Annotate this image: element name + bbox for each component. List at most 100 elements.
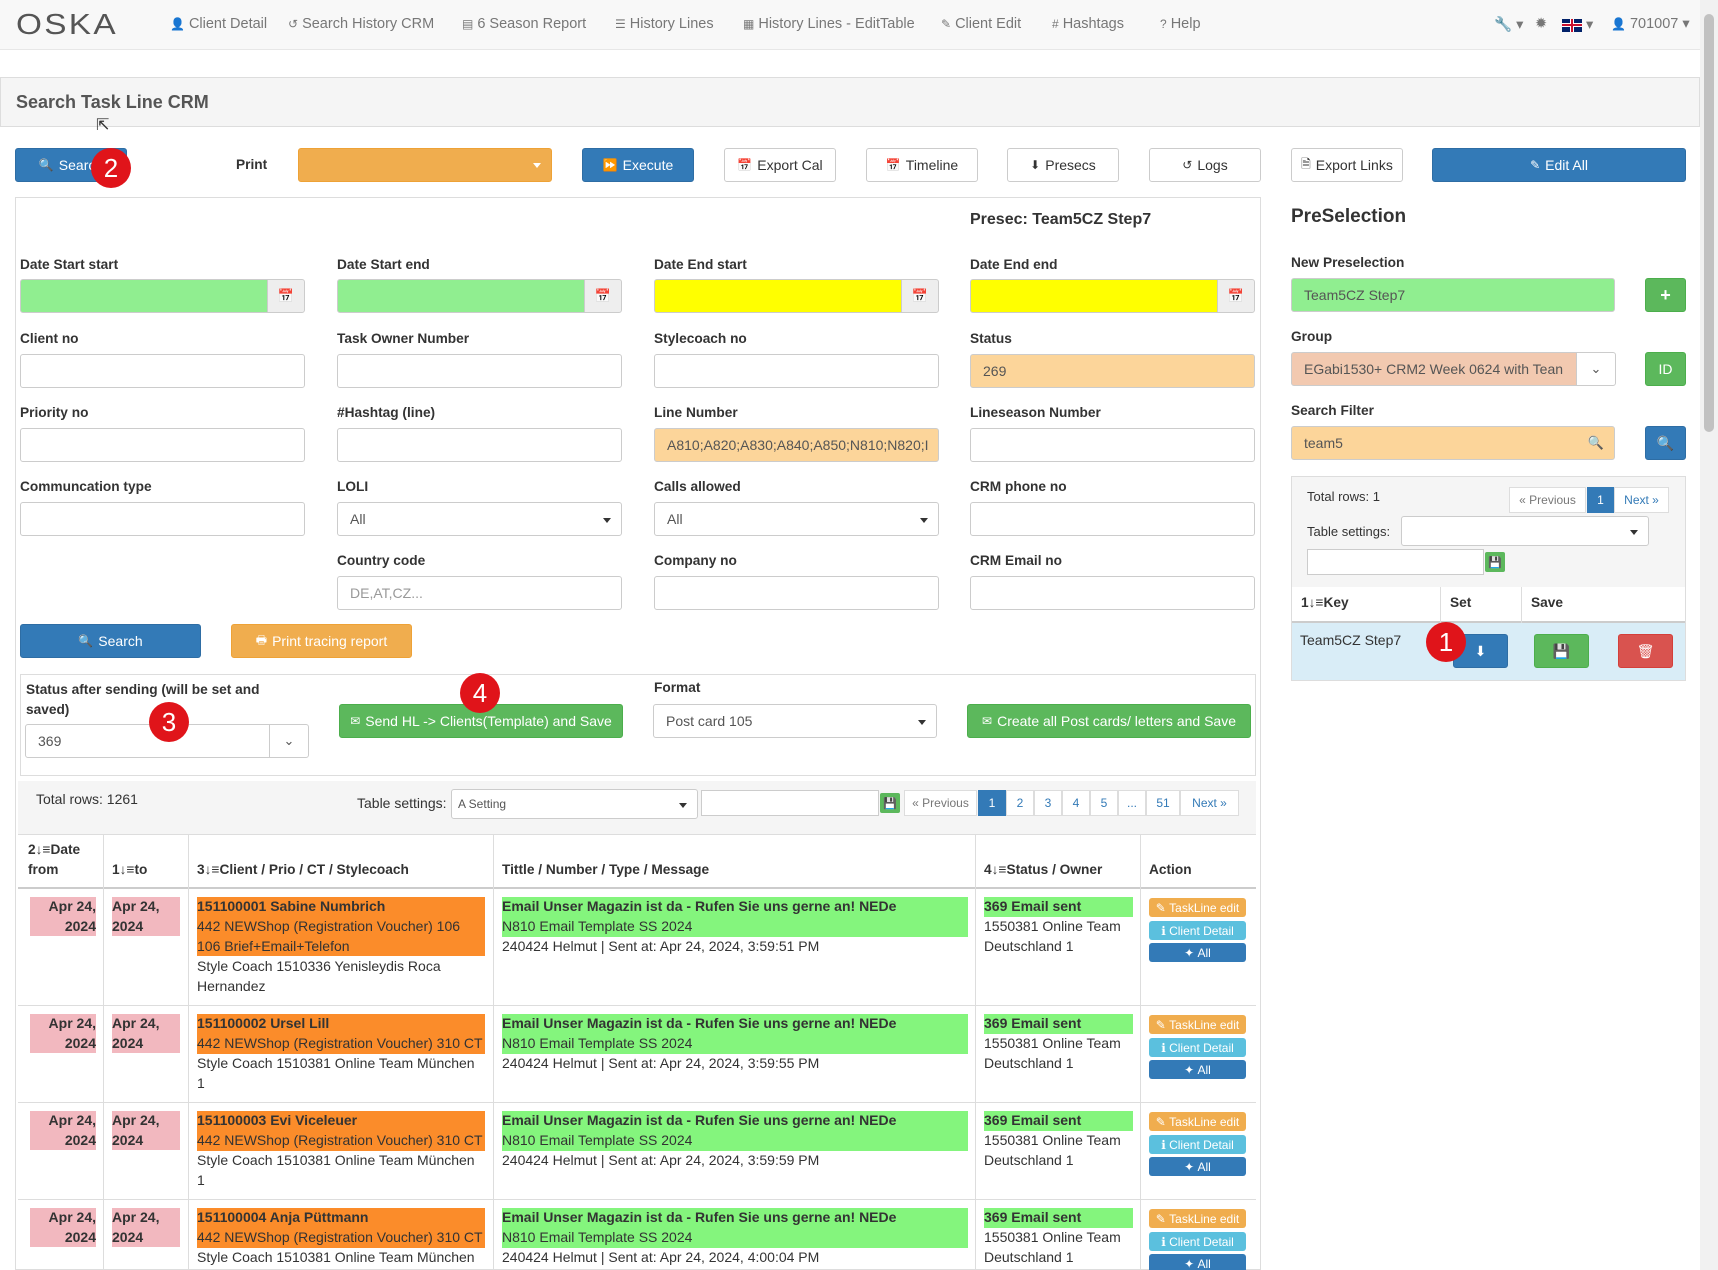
nav-history-lines-edittable[interactable]: ▦ History Lines - EditTable <box>743 16 915 32</box>
brand-logo[interactable]: OSKA <box>16 9 118 41</box>
nav-hashtags[interactable]: # Hashtags <box>1052 16 1124 32</box>
taskline-edit-button[interactable]: ✎ TaskLine edit <box>1149 1015 1246 1034</box>
pagination-page-5[interactable]: 5 <box>1090 790 1118 816</box>
logs-button[interactable]: ↺ Logs <box>1149 148 1261 182</box>
pagination-page-3[interactable]: 3 <box>1034 790 1062 816</box>
all-button[interactable]: ✦ All <box>1149 1060 1246 1079</box>
loli-select[interactable]: All <box>337 502 622 536</box>
language-menu[interactable]: ▾ <box>1562 17 1593 33</box>
print-select[interactable] <box>298 148 552 182</box>
execute-button[interactable]: ⏩ Execute <box>582 148 694 182</box>
tools-menu[interactable]: 🔧 ▾ <box>1494 16 1523 33</box>
nav-search-history-crm[interactable]: ↺ Search History CRM <box>288 16 435 32</box>
all-button[interactable]: ✦ All <box>1149 943 1246 962</box>
column-header-client[interactable]: 3↓≡Client / Prio / CT / Stylecoach <box>197 862 409 877</box>
client-detail-button[interactable]: ℹ Client Detail <box>1149 1038 1246 1057</box>
status-after-sending-input[interactable]: 369 <box>25 724 270 758</box>
calls-allowed-select[interactable]: All <box>654 502 939 536</box>
sent-cell: 240424 Helmut | Sent at: Apr 24, 2024, 3… <box>502 1152 820 1168</box>
column-header-to[interactable]: 1↓≡to <box>112 862 148 877</box>
crm-email-no-input[interactable] <box>970 576 1255 610</box>
table-settings-name-input[interactable] <box>701 790 879 816</box>
nav-client-detail[interactable]: 👤 Client Detail <box>170 16 268 32</box>
client-no-input[interactable] <box>20 354 305 388</box>
presecs-button[interactable]: ⬇ Presecs <box>1007 148 1119 182</box>
date-end-end-input[interactable] <box>970 279 1218 313</box>
timeline-button[interactable]: 📅 Timeline <box>866 148 978 182</box>
lineseason-number-input[interactable] <box>970 428 1255 462</box>
caret-down-icon <box>679 803 687 808</box>
table-settings-select[interactable]: A Setting <box>451 789 698 819</box>
preselection-settings-name-input[interactable] <box>1307 549 1484 575</box>
delete-preselection-button[interactable]: 🗑 <box>1618 634 1673 668</box>
print-tracing-report-button[interactable]: 🖶 Print tracing report <box>231 624 412 658</box>
task-owner-number-input[interactable] <box>337 354 622 388</box>
priority-no-input[interactable] <box>20 428 305 462</box>
client-detail-button[interactable]: ℹ Client Detail <box>1149 921 1246 940</box>
user-menu[interactable]: 👤 701007 ▾ <box>1611 16 1690 32</box>
preselection-previous[interactable]: « Previous <box>1509 487 1586 513</box>
date-start-end-input[interactable] <box>337 279 585 313</box>
scrollbar-thumb[interactable] <box>1704 14 1714 432</box>
crm-phone-no-input[interactable] <box>970 502 1255 536</box>
calendar-icon[interactable]: 📅 <box>901 279 939 313</box>
date-end-start-input[interactable] <box>654 279 902 313</box>
line-number-input[interactable]: A810;A820;A830;A840;A850;N810;N820;I <box>654 428 939 462</box>
communication-type-input[interactable] <box>20 502 305 536</box>
company-no-input[interactable] <box>654 576 939 610</box>
pagination-page-2[interactable]: 2 <box>1006 790 1034 816</box>
save-icon[interactable]: 💾 <box>1485 552 1505 572</box>
save-icon[interactable]: 💾 <box>880 793 900 813</box>
taskline-edit-button[interactable]: ✎ TaskLine edit <box>1149 1112 1246 1131</box>
hashtag-line-input[interactable] <box>337 428 622 462</box>
client-detail-button[interactable]: ℹ Client Detail <box>1149 1232 1246 1251</box>
add-preselection-button[interactable]: + <box>1645 278 1686 312</box>
chevron-down-icon[interactable]: ⌄ <box>269 724 309 758</box>
debug-menu[interactable]: ✹ <box>1535 16 1547 32</box>
create-post-cards-button[interactable]: ✉ Create all Post cards/ letters and Save <box>967 704 1251 738</box>
stylecoach-no-input[interactable] <box>654 354 939 388</box>
country-code-input[interactable]: DE,AT,CZ... <box>337 576 622 610</box>
nav-client-edit[interactable]: ✎ Client Edit <box>941 16 1022 32</box>
taskline-edit-button[interactable]: ✎ TaskLine edit <box>1149 1209 1246 1228</box>
all-button[interactable]: ✦ All <box>1149 1254 1246 1270</box>
chevron-down-icon[interactable]: ⌄ <box>1576 352 1616 386</box>
client-detail-button[interactable]: ℹ Client Detail <box>1149 1135 1246 1154</box>
column-header-status[interactable]: 4↓≡Status / Owner <box>984 862 1103 877</box>
pagination-previous[interactable]: « Previous <box>904 790 977 816</box>
info-icon: ℹ <box>1161 1040 1170 1055</box>
date-start-start-input[interactable] <box>20 279 268 313</box>
preselection-table-settings-label: Table settings: <box>1307 524 1391 539</box>
status-input[interactable]: 269 <box>970 354 1255 388</box>
taskline-edit-button[interactable]: ✎ TaskLine edit <box>1149 898 1246 917</box>
preselection-table-settings-select[interactable] <box>1401 516 1649 546</box>
column-header-date-from[interactable]: 2↓≡Date from <box>28 842 81 877</box>
preselection-next[interactable]: Next » <box>1614 487 1669 513</box>
nav-history-lines[interactable]: ☰ History Lines <box>615 16 714 32</box>
column-header-key[interactable]: 1↓≡Key <box>1301 595 1349 610</box>
id-button[interactable]: ID <box>1645 352 1686 386</box>
search-filter-button[interactable]: 🔍 <box>1645 426 1686 460</box>
nav-help[interactable]: ? Help <box>1160 16 1201 32</box>
calendar-icon[interactable]: 📅 <box>267 279 305 313</box>
format-select[interactable]: Post card 105 <box>653 704 937 738</box>
preselection-page-1[interactable]: 1 <box>1587 487 1614 513</box>
calendar-icon[interactable]: 📅 <box>584 279 622 313</box>
column-header-action: Action <box>1149 862 1192 877</box>
nav-6-season-report[interactable]: ▤ 6 Season Report <box>462 16 587 32</box>
export-links-button[interactable]: 🗎 Export Links <box>1291 148 1403 182</box>
form-search-button[interactable]: 🔍 Search <box>20 624 201 658</box>
pagination-page-1[interactable]: 1 <box>978 790 1006 816</box>
export-cal-button[interactable]: 📅 Export Cal <box>724 148 836 182</box>
page-scrollbar[interactable] <box>1700 0 1718 1270</box>
new-preselection-input[interactable]: Team5CZ Step7 <box>1291 278 1615 312</box>
pagination-page-51[interactable]: 51 <box>1146 790 1180 816</box>
pagination-page-4[interactable]: 4 <box>1062 790 1090 816</box>
save-preselection-button[interactable]: 💾 <box>1534 634 1589 668</box>
group-select[interactable]: EGabi1530+ CRM2 Week 0624 with Tean <box>1291 352 1577 386</box>
search-filter-input[interactable]: team5 🔍 <box>1291 426 1615 460</box>
calendar-icon[interactable]: 📅 <box>1217 279 1255 313</box>
pagination-next[interactable]: Next » <box>1180 790 1239 816</box>
edit-all-button[interactable]: ✎ Edit All <box>1432 148 1686 182</box>
all-button[interactable]: ✦ All <box>1149 1157 1246 1176</box>
